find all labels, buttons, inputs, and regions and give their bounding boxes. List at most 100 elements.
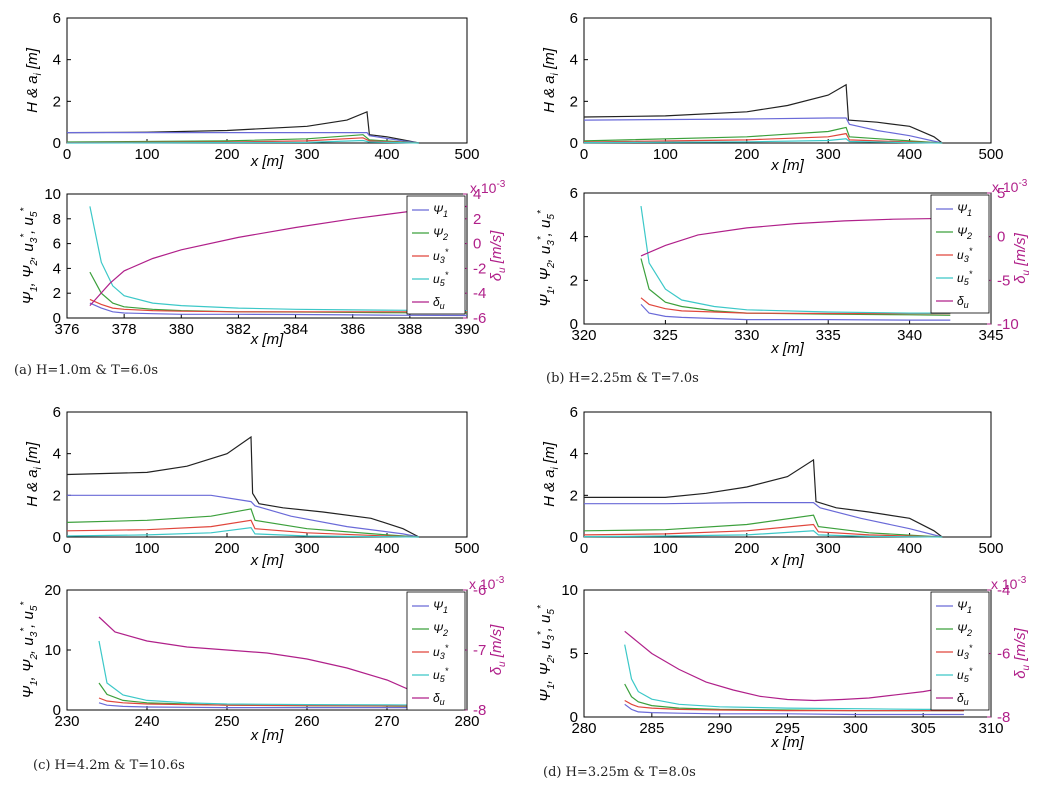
- x-tick-label-d-bottom-3: 295: [775, 720, 800, 737]
- y-tick-label-c-top-2: 4: [53, 446, 61, 463]
- y2-axis-label-b-bottom: δu [m/s]: [1012, 232, 1032, 283]
- y-axis-label-d-bottom: Ψ1, Ψ2, u3*, u5*: [536, 604, 557, 702]
- x-tick-label-a-bottom-3: 382: [226, 321, 251, 338]
- y2-axis-label-c-bottom: δu [m/s]: [488, 624, 508, 675]
- x-tick-label-b-top-2: 200: [734, 146, 759, 163]
- y-axis-label-d-top: H & ai [m]: [541, 441, 561, 507]
- y-axis-label-c-top: H & ai [m]: [24, 441, 44, 507]
- y2-tick-label-d-bottom-0: -8: [997, 709, 1010, 726]
- x-tick-label-a-bottom-5: 386: [340, 321, 365, 338]
- x-axis-label-b-bottom: x [m]: [770, 340, 804, 357]
- x-tick-label-c-top-0: 0: [63, 540, 71, 557]
- axes-d-top: [583, 411, 992, 538]
- plot-frame-c-bottom: [66, 589, 468, 711]
- y2-tick-label-a-bottom-5: 4: [473, 186, 481, 203]
- exponent-label-b-bottom: x 10-3: [992, 178, 1028, 195]
- x-tick-label-c-bottom-0: 230: [54, 713, 79, 730]
- y-tick-label-a-bottom-1: 2: [53, 285, 61, 302]
- series-a-bottom-δu: [89, 205, 468, 307]
- series-c-top-a1: [67, 494, 420, 538]
- y-tick-label-d-bottom-1: 5: [570, 646, 578, 663]
- x-axis-label-c-top: x [m]: [250, 552, 284, 569]
- x-tick-label-a-top-1: 100: [134, 146, 159, 163]
- caption-c: (c) H=4.2m & T=10.6s: [33, 758, 185, 773]
- x-tick-label-b-top-0: 0: [580, 146, 588, 163]
- y-tick-label-a-top-0: 0: [53, 135, 61, 152]
- x-tick-label-a-top-3: 300: [294, 146, 319, 163]
- x-tick-label-c-bottom-5: 280: [454, 713, 479, 730]
- y-tick-label-a-bottom-4: 8: [53, 211, 61, 228]
- y-tick-label-c-top-1: 2: [53, 487, 61, 504]
- exponent-label-a-bottom: x 10-3: [470, 179, 506, 196]
- x-axis-label-d-top: x [m]: [770, 552, 804, 569]
- y-tick-label-d-bottom-2: 10: [561, 582, 578, 599]
- y-tick-label-a-bottom-2: 4: [53, 260, 61, 277]
- y-tick-label-b-top-3: 6: [570, 10, 578, 27]
- axes-a-top: [66, 17, 468, 144]
- x-tick-label-c-top-4: 400: [374, 540, 399, 557]
- plot-frame-a-bottom: [66, 193, 468, 319]
- y-tick-label-b-bottom-1: 2: [570, 272, 578, 289]
- x-tick-label-b-bottom-5: 345: [978, 327, 1003, 344]
- x-tick-label-d-bottom-2: 290: [707, 720, 732, 737]
- y2-tick-label-d-bottom-1: -6: [997, 646, 1010, 663]
- y2-tick-label-b-bottom-1: -5: [997, 272, 1010, 289]
- x-axis-label-d-bottom: x [m]: [770, 734, 804, 751]
- x-tick-label-c-top-5: 500: [454, 540, 479, 557]
- legend-label-b-bottom-delta: δu: [957, 294, 969, 310]
- x-tick-label-c-bottom-1: 240: [134, 713, 159, 730]
- axes-c-top: [66, 411, 468, 538]
- series-d-bottom-Ψ1: [624, 703, 964, 716]
- y-tick-label-c-bottom-0: 0: [53, 702, 61, 719]
- plot-frame-b-top: [583, 17, 992, 144]
- y-tick-label-b-bottom-2: 4: [570, 229, 578, 246]
- x-tick-label-a-bottom-0: 376: [54, 321, 79, 338]
- series-a-bottom-u3*: [89, 298, 467, 313]
- axes-d-bottom: [583, 589, 992, 718]
- y-tick-label-d-top-1: 2: [570, 487, 578, 504]
- y-tick-label-a-top-2: 4: [53, 52, 61, 69]
- legend-label-c-bottom-delta: δu: [433, 691, 445, 707]
- series-d-top-a2: [583, 514, 943, 538]
- series-a-top-a1: [67, 132, 420, 144]
- series-d-top-a1: [584, 502, 943, 538]
- x-tick-label-c-top-2: 200: [214, 540, 239, 557]
- series-b-top-a2: [583, 126, 943, 144]
- y-tick-label-b-bottom-0: 0: [570, 316, 578, 333]
- y-tick-label-d-top-3: 6: [570, 404, 578, 421]
- y2-axis-label-d-bottom: δu [m/s]: [1012, 627, 1032, 678]
- x-tick-label-a-bottom-6: 388: [397, 321, 422, 338]
- series-d-top-H: [584, 458, 943, 538]
- x-tick-label-b-bottom-4: 340: [897, 327, 922, 344]
- y2-tick-label-b-bottom-3: 5: [997, 185, 1005, 202]
- x-tick-label-c-bottom-4: 270: [374, 713, 399, 730]
- series-b-bottom-u3*: [640, 297, 951, 315]
- x-tick-label-b-bottom-2: 330: [734, 327, 759, 344]
- series-a-bottom-u5*: [89, 206, 468, 312]
- series-c-top-a3: [66, 519, 420, 538]
- axes-b-top: [583, 17, 992, 144]
- y2-tick-label-a-bottom-1: -4: [473, 285, 486, 302]
- y-tick-label-d-top-2: 4: [570, 446, 578, 463]
- y-axis-label-b-bottom: Ψ1, Ψ2, u3*, u5*: [536, 209, 557, 307]
- y2-tick-label-c-bottom-1: -7: [473, 642, 486, 659]
- legend-a-bottom: [406, 195, 466, 315]
- series-c-bottom-u5*: [98, 640, 436, 706]
- y-tick-label-a-bottom-5: 10: [44, 186, 61, 203]
- y2-tick-label-a-bottom-4: 2: [473, 211, 481, 228]
- series-b-bottom-Ψ1: [640, 303, 951, 321]
- y-tick-label-d-top-0: 0: [570, 529, 578, 546]
- x-tick-label-a-top-4: 400: [374, 146, 399, 163]
- x-tick-label-a-top-0: 0: [63, 146, 71, 163]
- x-tick-label-a-top-5: 500: [454, 146, 479, 163]
- legend-c-bottom: [406, 591, 466, 711]
- axes-a-bottom: [66, 193, 468, 319]
- series-d-top-a3: [583, 523, 943, 538]
- x-tick-label-b-bottom-3: 335: [816, 327, 841, 344]
- y2-tick-label-b-bottom-0: -10: [997, 316, 1019, 333]
- series-b-top-H: [583, 83, 943, 144]
- y2-tick-label-c-bottom-0: -8: [473, 702, 486, 719]
- y-axis-label-a-top: H & ai [m]: [24, 47, 44, 113]
- series-d-bottom-u5*: [624, 644, 964, 711]
